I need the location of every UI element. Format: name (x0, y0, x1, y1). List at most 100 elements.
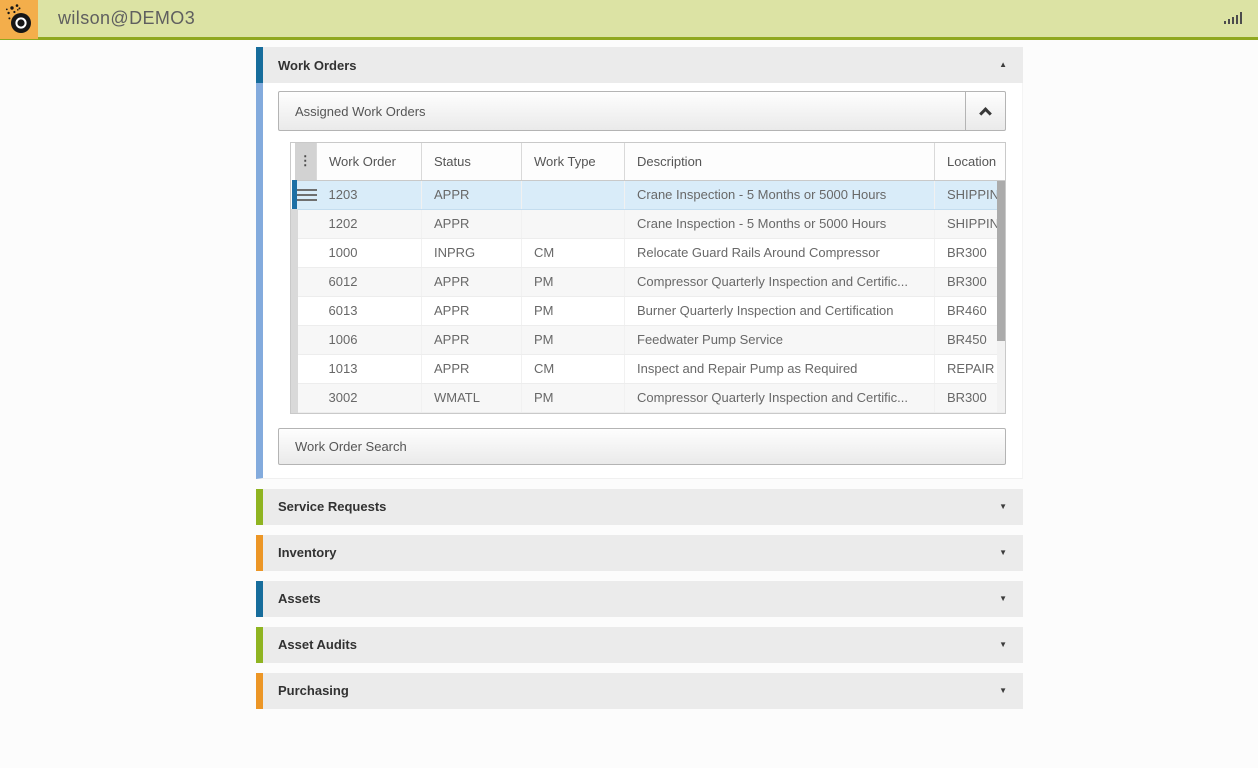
hamburger-icon (299, 188, 317, 201)
row-gutter (291, 325, 317, 355)
cell-work-type (521, 209, 625, 239)
table-header-row: ⋮ Work Order Status Work Type Descriptio… (294, 143, 1005, 181)
table-scrollbar[interactable] (997, 181, 1005, 412)
expand-arrow-icon: ▼ (999, 639, 1007, 649)
cell-work-order: 6013 (316, 296, 422, 326)
panel-work-orders: Work Orders ▲ Assigned Work Orders (256, 47, 1023, 479)
cell-status: APPR (421, 267, 522, 297)
cell-work-order: 3002 (316, 383, 422, 413)
column-header-work-type[interactable]: Work Type (521, 143, 625, 181)
collapse-arrow-icon: ▲ (999, 60, 1007, 69)
assigned-work-orders-label: Assigned Work Orders (295, 103, 426, 119)
column-header-location[interactable]: Location (934, 143, 1005, 181)
cell-description: Compressor Quarterly Inspection and Cert… (624, 267, 935, 297)
cell-location: BR300 (934, 238, 1005, 268)
panel-title: Service Requests (278, 499, 387, 514)
row-gutter (291, 209, 317, 239)
table-row[interactable]: 1000 INPRG CM Relocate Guard Rails Aroun… (291, 238, 1005, 268)
cell-location: BR450 (934, 325, 1005, 355)
cell-status: APPR (421, 325, 522, 355)
cell-location: SHIPPING (934, 180, 1005, 210)
row-gutter (291, 354, 317, 384)
cell-work-type: PM (521, 325, 625, 355)
cell-description: Feedwater Pump Service (624, 325, 935, 355)
disc-splash-glyph (5, 3, 31, 33)
user-context-title: wilson@DEMO3 (58, 8, 196, 28)
cell-description: Crane Inspection - 5 Months or 5000 Hour… (624, 180, 935, 210)
panel-title: Assets (278, 591, 321, 606)
column-header-work-order[interactable]: Work Order (316, 143, 422, 181)
cell-work-type: CM (521, 238, 625, 268)
row-gutter (291, 383, 317, 413)
cell-work-type (521, 180, 625, 210)
panel-title: Inventory (278, 545, 337, 560)
expand-arrow-icon: ▼ (999, 501, 1007, 511)
cell-status: APPR (421, 296, 522, 326)
cell-work-order: 6012 (316, 267, 422, 297)
column-header-status[interactable]: Status (421, 143, 522, 181)
panel-asset-audits: Asset Audits ▼ (256, 626, 1023, 663)
collapse-chevron-button[interactable] (965, 92, 1005, 130)
row-gutter (291, 296, 317, 326)
cell-location: BR460 (934, 296, 1005, 326)
work-order-search-label: Work Order Search (295, 438, 407, 454)
panel-title: Work Orders (278, 57, 357, 73)
cell-status: INPRG (421, 238, 522, 268)
panel-purchasing: Purchasing ▼ (256, 672, 1023, 709)
cell-location: SHIPPING (934, 209, 1005, 239)
cell-description: Relocate Guard Rails Around Compressor (624, 238, 935, 268)
row-gutter (291, 238, 317, 268)
cell-status: APPR (421, 209, 522, 239)
table-row-selected[interactable]: 1203 APPR Crane Inspection - 5 Months or… (292, 180, 1005, 210)
row-gutter (291, 267, 317, 297)
app-logo-icon[interactable] (0, 0, 38, 39)
expand-arrow-icon: ▼ (999, 593, 1007, 603)
column-header-description[interactable]: Description (624, 143, 935, 181)
panel-assets: Assets ▼ (256, 580, 1023, 617)
panel-header-asset-audits[interactable]: Asset Audits ▼ (256, 626, 1023, 663)
work-order-search-button[interactable]: Work Order Search (278, 427, 1006, 465)
table-row[interactable]: 1013 APPR CM Inspect and Repair Pump as … (291, 354, 1005, 384)
cell-location: BR300 (934, 383, 1005, 413)
panel-header-assets[interactable]: Assets ▼ (256, 580, 1023, 617)
vertical-ellipsis-icon: ⋮ (298, 153, 312, 169)
cell-work-order: 1203 (316, 180, 422, 210)
panel-title: Purchasing (278, 683, 349, 698)
cell-work-order: 1202 (316, 209, 422, 239)
assigned-work-orders-button[interactable]: Assigned Work Orders (278, 91, 1006, 131)
cell-location: REPAIR (934, 354, 1005, 384)
table-scrollbar-thumb[interactable] (997, 181, 1005, 341)
cell-work-order: 1006 (316, 325, 422, 355)
row-menu-column-header[interactable]: ⋮ (294, 143, 317, 181)
chevron-up-icon (979, 107, 992, 120)
panel-header-work-orders[interactable]: Work Orders ▲ (256, 47, 1023, 83)
row-drag-handle[interactable] (292, 180, 317, 210)
signal-strength-icon (1224, 12, 1242, 24)
work-orders-panel-body: Assigned Work Orders ⋮ (256, 83, 1023, 479)
cell-work-type: CM (521, 354, 625, 384)
table-row[interactable]: 6012 APPR PM Compressor Quarterly Inspec… (291, 267, 1005, 297)
cell-status: APPR (421, 354, 522, 384)
titlebar: wilson@DEMO3 (0, 0, 1258, 40)
panel-inventory: Inventory ▼ (256, 534, 1023, 571)
cell-work-order: 1013 (316, 354, 422, 384)
cell-status: WMATL (421, 383, 522, 413)
work-orders-table: ⋮ Work Order Status Work Type Descriptio… (290, 142, 1006, 414)
panel-header-purchasing[interactable]: Purchasing ▼ (256, 672, 1023, 709)
cell-work-type: PM (521, 296, 625, 326)
expand-arrow-icon: ▼ (999, 547, 1007, 557)
cell-description: Inspect and Repair Pump as Required (624, 354, 935, 384)
panel-header-inventory[interactable]: Inventory ▼ (256, 534, 1023, 571)
expand-arrow-icon: ▼ (999, 685, 1007, 695)
panel-service-requests: Service Requests ▼ (256, 488, 1023, 525)
table-row[interactable]: 1006 APPR PM Feedwater Pump Service BR45… (291, 325, 1005, 355)
cell-work-type: PM (521, 383, 625, 413)
table-row[interactable]: 6013 APPR PM Burner Quarterly Inspection… (291, 296, 1005, 326)
table-row[interactable]: 3002 WMATL PM Compressor Quarterly Inspe… (291, 383, 1005, 413)
panel-header-service-requests[interactable]: Service Requests ▼ (256, 488, 1023, 525)
cell-location: BR300 (934, 267, 1005, 297)
table-row[interactable]: 1202 APPR Crane Inspection - 5 Months or… (291, 209, 1005, 239)
cell-work-type: PM (521, 267, 625, 297)
main-content: Work Orders ▲ Assigned Work Orders (0, 40, 1258, 759)
cell-work-order: 1000 (316, 238, 422, 268)
